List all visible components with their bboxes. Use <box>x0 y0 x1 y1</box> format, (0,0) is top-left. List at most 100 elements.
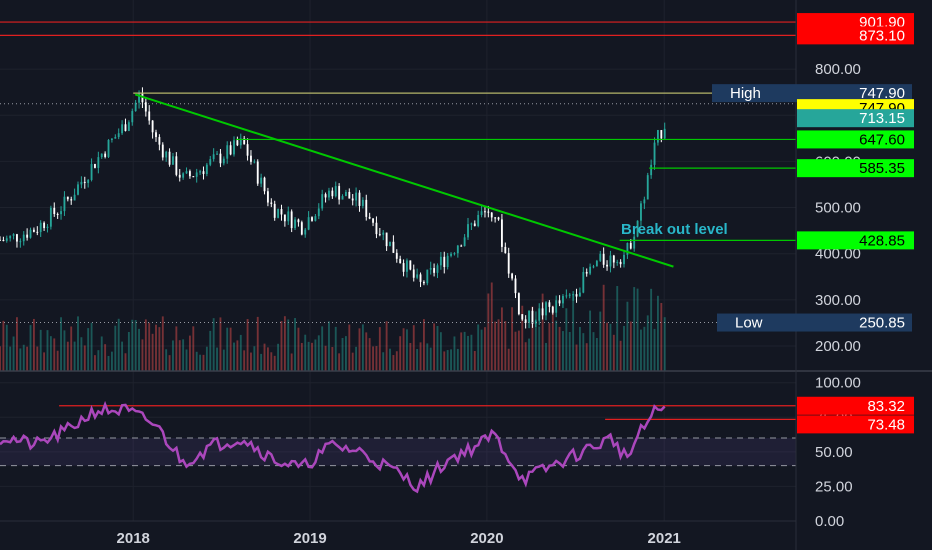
candle-body <box>270 202 273 204</box>
rsi-panel <box>0 400 796 494</box>
volume-bar <box>629 321 632 371</box>
candle-body <box>497 217 500 220</box>
candles <box>0 87 666 329</box>
candle-body <box>578 292 581 297</box>
candle-body <box>443 256 446 268</box>
candle-body <box>12 234 15 236</box>
candle-body <box>439 256 442 266</box>
rsi-badge: 73.48 <box>867 416 905 433</box>
candle-body <box>565 295 568 297</box>
volume-bar <box>358 328 361 371</box>
volume-bar <box>494 321 497 371</box>
price-badge-bg <box>797 231 914 250</box>
candle-body <box>202 171 205 174</box>
candle-body <box>636 220 639 237</box>
volume-bar <box>300 342 303 371</box>
candle-body <box>528 310 530 323</box>
candle-body <box>436 265 439 273</box>
candle-body <box>49 207 52 227</box>
volume-bar <box>555 320 558 371</box>
volume-bar <box>239 334 242 371</box>
candle-body <box>500 219 503 247</box>
candle-body <box>97 157 100 168</box>
candle-body <box>606 264 608 267</box>
volume-bar <box>219 317 222 371</box>
candle-body <box>2 240 5 242</box>
candle-body <box>168 151 171 165</box>
time-tick-label: 2018 <box>117 530 150 547</box>
candle-body <box>399 258 402 264</box>
candle-body <box>592 266 595 268</box>
time-tick-label: 2020 <box>470 530 503 547</box>
volume-bar <box>77 316 79 371</box>
candle-body <box>155 132 157 138</box>
time-axis[interactable]: 2018 2019 2020 2021 <box>117 530 681 547</box>
candle-body <box>467 224 469 238</box>
volume-bar <box>56 350 59 371</box>
volume-bar <box>484 327 486 371</box>
volume-bar <box>144 319 147 371</box>
candle-body <box>487 211 490 213</box>
candle-body <box>321 194 324 209</box>
volume-bar <box>446 350 449 371</box>
candle-body <box>229 145 232 155</box>
candle-body <box>87 179 90 183</box>
price-badge: 428.85 <box>859 232 905 249</box>
volume-bar <box>246 319 249 371</box>
volume-bar <box>161 316 164 371</box>
candle-body <box>233 140 235 155</box>
candle-body <box>26 234 29 238</box>
candle-body <box>32 229 35 232</box>
volume-bar <box>538 326 541 371</box>
candle-body <box>107 139 110 157</box>
candle-body <box>372 218 374 223</box>
volume-bar <box>117 318 120 371</box>
candle-body <box>250 155 252 162</box>
high-badge-bg <box>712 84 912 103</box>
rsi-badge-bg <box>797 396 914 415</box>
candle-body <box>131 111 134 123</box>
volume-bar <box>633 287 636 371</box>
volume-bar <box>402 328 405 371</box>
volume-bar <box>375 346 378 371</box>
volume-bar <box>426 343 429 371</box>
candle-body <box>585 271 588 274</box>
candle-body <box>9 235 12 239</box>
candle-body <box>646 175 649 200</box>
candle-body <box>158 137 161 145</box>
candle-body <box>389 241 391 247</box>
volume-bar <box>389 348 391 371</box>
candle-body <box>22 234 25 242</box>
candle-body <box>463 237 466 247</box>
candle-body <box>172 156 174 165</box>
volume-bar <box>606 322 608 371</box>
candle-body <box>643 199 646 204</box>
volume-bar <box>592 332 595 371</box>
volume-bar <box>511 307 514 371</box>
volume-bar <box>439 332 442 371</box>
volume-bar <box>433 323 436 371</box>
candle-body <box>283 214 286 222</box>
candle-body <box>426 269 429 284</box>
volume-bar <box>443 351 446 371</box>
candle-body <box>551 306 554 313</box>
volume-bar <box>283 316 286 371</box>
volume-bar <box>277 343 280 371</box>
candle-body <box>484 211 486 213</box>
volume-bar <box>233 342 235 371</box>
candle-body <box>290 211 293 229</box>
candle-body <box>280 209 283 215</box>
candle-body <box>331 190 334 197</box>
candle-body <box>314 216 317 221</box>
volume-bar <box>127 331 130 371</box>
candle-body <box>568 294 571 296</box>
volume-bar <box>229 327 232 371</box>
volume-bar <box>195 351 198 371</box>
volume-bar <box>480 329 483 371</box>
volume-bar <box>16 317 18 371</box>
candle-body <box>16 234 18 242</box>
candle-body <box>294 219 296 229</box>
volume-bar <box>602 284 605 371</box>
